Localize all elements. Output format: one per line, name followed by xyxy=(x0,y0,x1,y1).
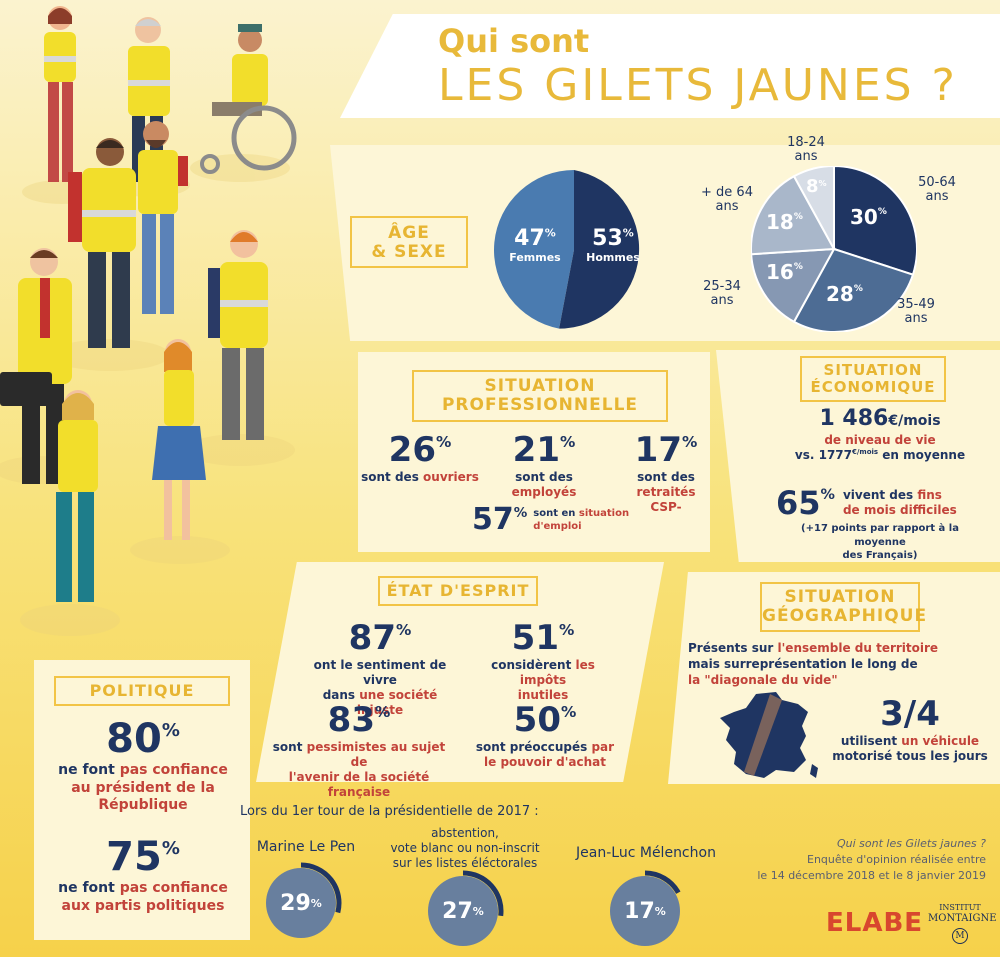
vote-arc-lepen xyxy=(300,862,342,914)
hommes-stat: 53% Hommes xyxy=(584,226,642,264)
vote-ring-lepen: 29% xyxy=(266,868,336,938)
age-value-50-64: 30% xyxy=(850,205,887,229)
eco-label: SITUATION ÉCONOMIQUE xyxy=(800,356,946,402)
vote-name-abstention: abstention, vote blanc ou non-inscrit sur … xyxy=(390,826,540,870)
femmes-value: 47 xyxy=(514,226,545,251)
age-value-35-49: 28% xyxy=(826,282,863,306)
geo-text: Présents sur l'ensemble du territoire ma… xyxy=(688,641,939,688)
pro-label: SITUATION PROFESSIONNELLE xyxy=(412,370,668,422)
esprit-stat-51: 51% considèrent les impôts inutiles xyxy=(491,618,595,702)
vote-arc-path-0 xyxy=(300,862,342,914)
pro-stat-employes: 21% sont des employés xyxy=(511,430,577,499)
age-pie xyxy=(751,166,917,332)
vote-name-melenchon: Jean-Luc Mélenchon xyxy=(576,845,716,861)
header-title-small: Qui sont xyxy=(438,22,590,60)
pct-sign: % xyxy=(622,226,634,240)
esprit-label: ÉTAT D'ESPRIT xyxy=(378,576,538,606)
politique-panel xyxy=(34,660,250,940)
femmes-stat: 47% Femmes xyxy=(506,226,564,264)
eco-fins: 65% vivent des fins de mois difficiles xyxy=(776,484,957,522)
politique-label: POLITIQUE xyxy=(54,676,230,706)
esprit-stat-50: 50% sont préoccupés par le pouvoir d'acha… xyxy=(475,700,615,769)
sex-pie xyxy=(494,170,640,329)
age-value-25-34: 16% xyxy=(766,260,803,284)
vote-arc-abstention xyxy=(462,870,504,917)
age-label-64plus: + de 64 ans xyxy=(701,185,753,215)
age-sexe-label: ÂGE & SEXE xyxy=(350,216,468,268)
person-blonde-woman xyxy=(56,390,98,602)
age-slice-2 xyxy=(751,247,836,324)
vote-name-lepen: Marine Le Pen xyxy=(256,839,356,855)
vote-arc-path-1 xyxy=(462,870,504,917)
pro-stat-ouvriers: 26% sont des ouvriers xyxy=(361,430,479,484)
esprit-stat-83: 83% sont pessimistes au sujet de l'avenir… xyxy=(272,700,446,799)
vote-intro: Lors du 1er tour de la présidentielle de… xyxy=(240,804,539,819)
pro-stat-retraites: 17% sont des retraités CSP- xyxy=(634,430,698,514)
age-slice-3 xyxy=(751,174,836,256)
vote-arc-melenchon xyxy=(644,870,681,895)
age-slice-0 xyxy=(833,166,917,276)
politique-stat-75: 75% ne font pas confiance aux partis poli… xyxy=(58,834,228,914)
vote-arc-path-2 xyxy=(644,870,681,895)
esprit-stat-87: 87% ont le sentiment de vivre dans une so… xyxy=(313,618,447,717)
pro-stat-emploi: 57% sont en situation d'emploi xyxy=(472,502,630,537)
person-redhead-walking xyxy=(208,230,268,440)
eco-income: 1 486€/mois de niveau de vie vs. 1777€/m… xyxy=(794,406,966,462)
pro-panel xyxy=(358,352,710,552)
vote-ring-melenchon: 17% xyxy=(610,876,680,946)
vote-ring-abstention: 27% xyxy=(428,876,498,946)
sex-slice-femmes xyxy=(494,170,574,329)
montaigne-logo: INSTITUT MONTAIGNE M xyxy=(928,903,997,944)
geo-label: SITUATION GÉOGRAPHIQUE xyxy=(760,582,926,632)
esprit-panel xyxy=(256,562,664,782)
france-map xyxy=(720,692,818,778)
hommes-label: Hommes xyxy=(586,251,640,264)
eco-panel xyxy=(716,350,1000,562)
header-banner xyxy=(340,14,1000,118)
age-value-64plus: 18% xyxy=(766,210,803,234)
person-woman-dress xyxy=(152,339,206,540)
age-label-18-24: 18-24 ans xyxy=(787,135,825,165)
age-slice-1 xyxy=(792,247,915,332)
source-block: Qui sont les Gilets jaunes ? Enquête d'o… xyxy=(757,837,986,882)
person-woman-phone xyxy=(44,6,76,182)
person-wheelchair xyxy=(200,24,297,174)
people-illustration xyxy=(0,6,297,636)
age-label-50-64: 50-64 ans xyxy=(918,175,956,205)
person-businessman xyxy=(0,248,72,484)
eco-note: (+17 points par rapport à la moyenne des … xyxy=(801,523,959,561)
politique-stat-80: 80% ne font pas confiance au président de… xyxy=(58,716,228,813)
header-title-large: LES GILETS JAUNES ? xyxy=(438,60,958,111)
age-label-35-49: 35-49 ans xyxy=(897,297,935,327)
age-value-18-24: 8% xyxy=(806,176,827,197)
pct-sign: % xyxy=(544,226,556,240)
age-sexe-label-line2: & SEXE xyxy=(371,241,447,262)
age-slice-4 xyxy=(792,166,835,250)
hommes-value: 53 xyxy=(592,226,623,251)
person-red-sleeves xyxy=(68,138,136,348)
geo-panel xyxy=(668,572,1000,784)
elabe-logo: ELABE xyxy=(826,908,924,938)
age-label-25-34: 25-34 ans xyxy=(703,279,741,309)
geo-ratio: 3/4 utilisent un véhicule motorisé tous l… xyxy=(832,694,988,763)
sex-slice-hommes xyxy=(559,170,640,329)
person-bearded-man xyxy=(138,121,188,314)
age-sexe-label-line1: ÂGE xyxy=(388,223,430,243)
femmes-label: Femmes xyxy=(509,251,561,264)
